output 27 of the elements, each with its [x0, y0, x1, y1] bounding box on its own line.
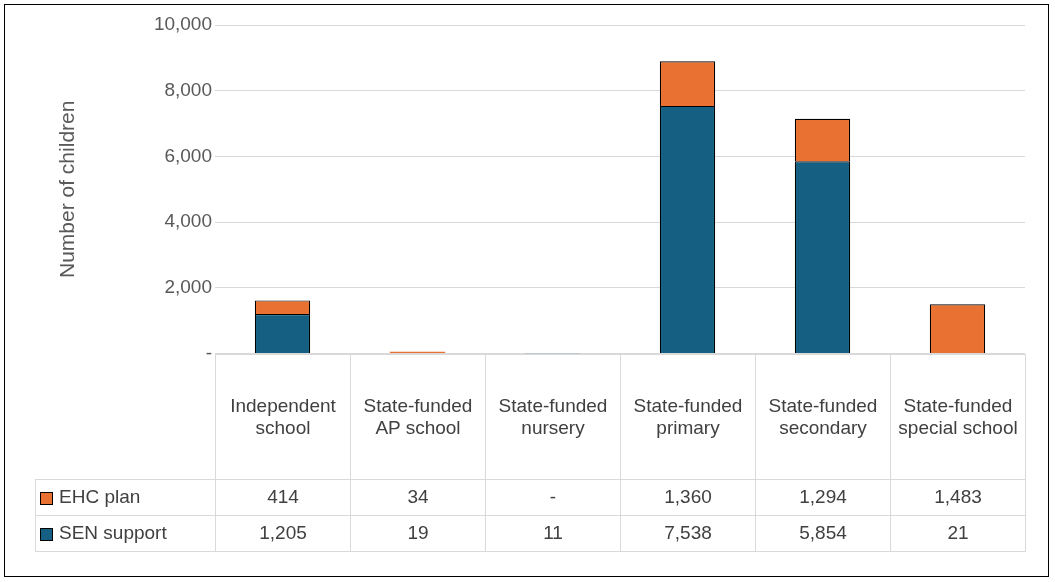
data-label: 19 [350, 515, 486, 552]
x-tick-label: Independent school [215, 354, 351, 480]
y-tick-label: 2,000 [164, 276, 212, 298]
legend-label: EHC plan [35, 479, 216, 516]
legend-label: SEN support [35, 515, 216, 552]
y-tick-label: 6,000 [164, 144, 212, 166]
y-axis-title: Number of children [55, 100, 79, 279]
x-tick-label: State-funded secondary [755, 354, 891, 480]
y-tick-label: 10,000 [153, 13, 212, 35]
y-tick-label: 8,000 [164, 78, 212, 100]
data-label: 414 [215, 479, 351, 516]
y-tick-label: - [205, 341, 212, 363]
data-label: 34 [350, 479, 486, 516]
x-tick-label: State-funded primary [620, 354, 756, 480]
y-tick-label: 4,000 [164, 210, 212, 232]
data-label: 1,483 [890, 479, 1026, 516]
x-tick-label: State-funded special school [890, 354, 1026, 480]
data-label: 5,854 [755, 515, 891, 552]
data-label: 21 [890, 515, 1026, 552]
data-label: 1,360 [620, 479, 756, 516]
data-label: 1,294 [755, 479, 891, 516]
x-tick-label: State-funded AP school [350, 354, 486, 480]
x-tick-label: State-funded nursery [485, 354, 621, 480]
text: - [549, 486, 557, 508]
data-label: 1,205 [215, 515, 351, 552]
data-label: 11 [485, 515, 621, 552]
data-label: 7,538 [620, 515, 756, 552]
